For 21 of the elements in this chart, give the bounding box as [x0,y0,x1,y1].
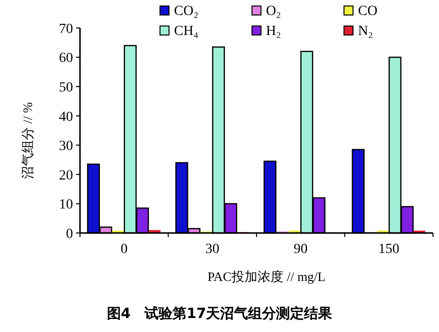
x-tick-label: 30 [205,242,220,257]
x-axis-title: PAC投加浓度 // mg/L [208,269,326,284]
y-tick-label: 60 [59,51,73,66]
legend-label: CO₂ [174,4,198,19]
legend-label: CO [358,4,378,19]
y-tick-label: 50 [59,80,73,96]
x-tick-label: 150 [378,242,400,257]
y-tick-label: 20 [59,168,73,184]
legend-label: N₂ [358,24,374,39]
y-tick-label: 70 [59,22,73,37]
text: 图4 试验第17天沼气组分测定结果 [106,305,334,322]
x-tick-label: 0 [120,242,128,257]
y-tick-label: 0 [66,226,73,242]
legend-label: H₂ [266,24,282,39]
legend-label: CH₄ [174,24,198,39]
y-axis-title: 沼气组分 // % [20,102,35,179]
y-tick-label: 40 [59,110,73,125]
x-tick-label: 90 [294,242,308,257]
y-tick-label: 30 [59,139,73,154]
y-tick-label: 10 [59,198,73,213]
legend-label: O₂ [266,4,282,19]
